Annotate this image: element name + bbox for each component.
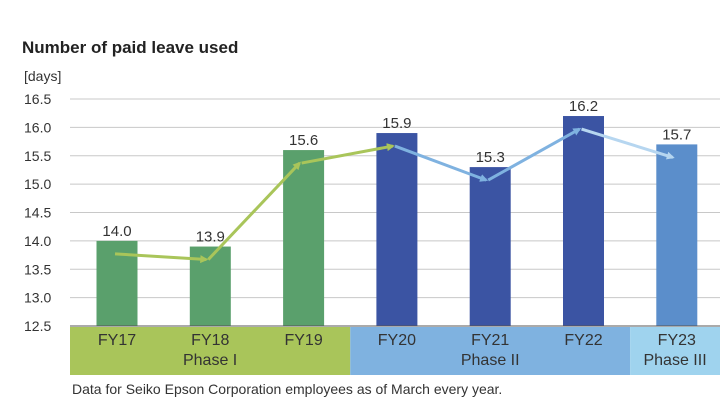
footnote: Data for Seiko Epson Corporation employe…	[72, 381, 503, 397]
phase-label: Phase III	[643, 352, 706, 369]
bar-fy20	[376, 133, 418, 326]
trend-arrow	[301, 143, 395, 165]
y-tick-label: 13.0	[24, 290, 51, 306]
x-tick-label: FY19	[284, 332, 322, 349]
bar-fy22	[563, 116, 604, 327]
bar-fy21	[469, 167, 511, 326]
bar-fy23	[656, 144, 698, 326]
x-tick-label: FY18	[191, 332, 229, 349]
y-tick-label: 14.0	[24, 233, 51, 249]
x-tick-label: FY21	[471, 332, 509, 349]
trend-arrow	[207, 161, 301, 261]
x-tick-label: FY23	[658, 332, 696, 349]
bar-fy19	[283, 150, 325, 326]
data-label: 15.3	[476, 149, 505, 166]
trend-arrow	[394, 144, 489, 182]
chart-title: Number of paid leave used	[22, 38, 239, 57]
y-tick-label: 15.5	[24, 148, 51, 164]
data-label: 14.0	[102, 223, 131, 240]
phase-band-2	[350, 327, 631, 375]
phase-label: Phase I	[183, 352, 237, 369]
data-label: 16.2	[569, 98, 598, 115]
data-label: 15.7	[662, 126, 691, 143]
y-tick-label: 13.5	[24, 261, 51, 277]
data-label: 15.6	[289, 132, 318, 149]
y-tick-label: 14.5	[24, 205, 51, 221]
data-label: 13.9	[196, 229, 225, 246]
x-tick-label: FY20	[378, 332, 416, 349]
x-tick-label: FY22	[564, 332, 602, 349]
y-tick-label: 16.0	[24, 119, 51, 135]
phase-band-3	[630, 327, 720, 375]
x-tick-label: FY17	[98, 332, 136, 349]
trend-arrow	[581, 127, 675, 160]
data-label: 15.9	[382, 115, 411, 132]
trend-arrow	[114, 252, 209, 264]
y-tick-label: 15.0	[24, 176, 51, 192]
y-tick-label: 12.5	[24, 318, 51, 334]
y-tick-label: 16.5	[24, 91, 51, 107]
phase-band-1	[70, 327, 351, 375]
phase-label: Phase II	[461, 352, 520, 369]
y-axis-unit: [days]	[24, 68, 62, 84]
trend-arrow	[487, 127, 582, 182]
